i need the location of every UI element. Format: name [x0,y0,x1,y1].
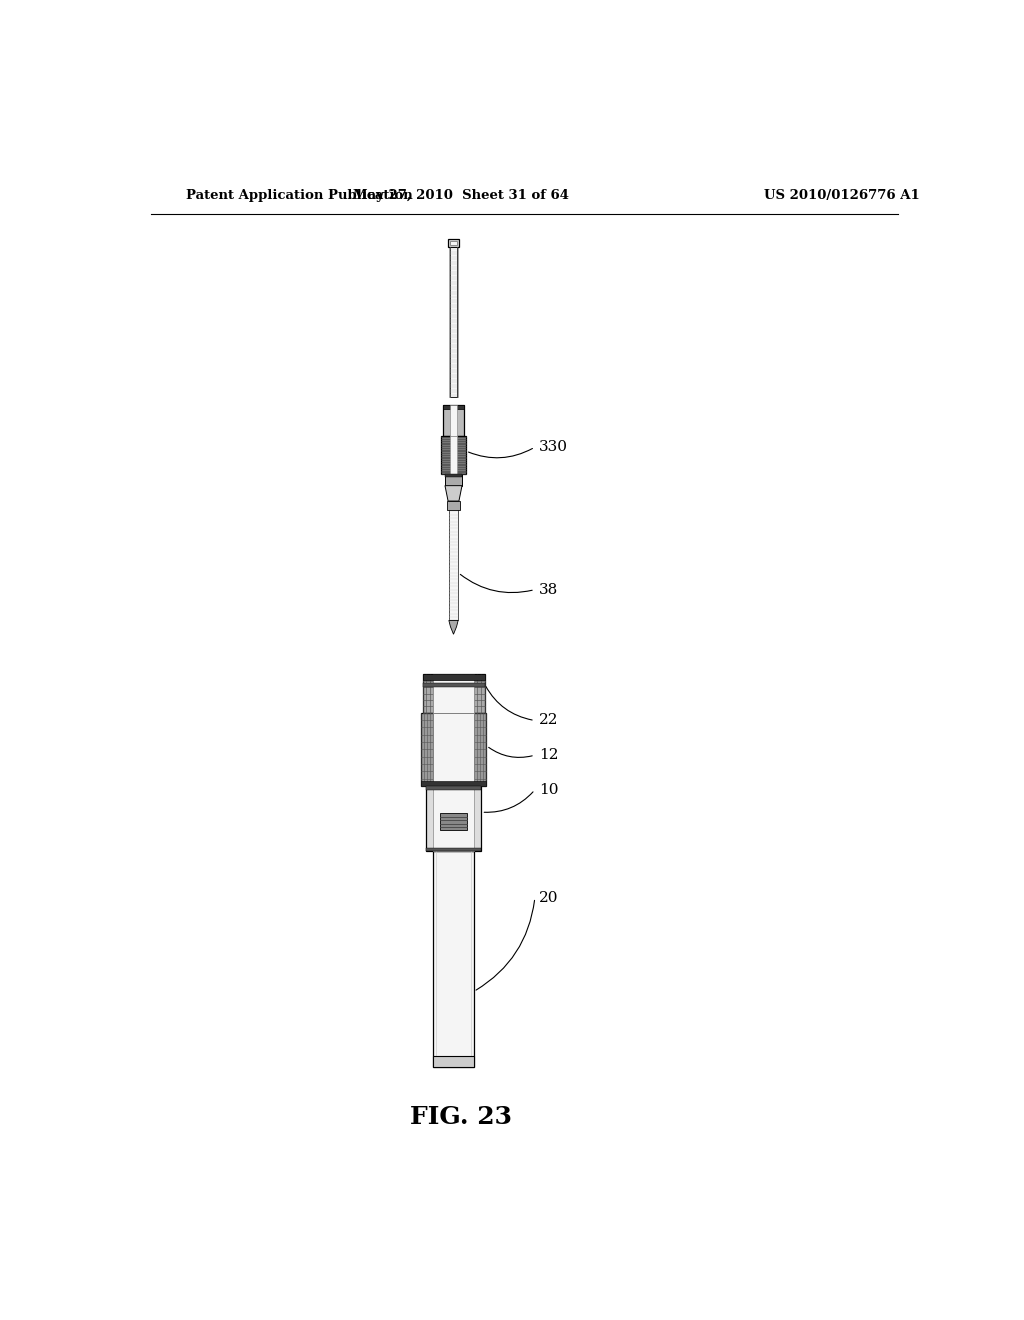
Bar [450,240,458,246]
Bar [450,405,458,436]
Bar [449,239,459,247]
Bar [433,851,474,1067]
Bar [447,502,460,511]
Text: 10: 10 [539,783,558,797]
Bar [441,436,466,474]
Bar [433,713,474,785]
Text: 330: 330 [539,440,567,454]
Bar [450,247,458,397]
Bar [445,474,462,486]
Bar [450,436,458,474]
Text: US 2010/0126776 A1: US 2010/0126776 A1 [764,189,920,202]
Text: 22: 22 [539,714,558,727]
Bar [423,675,484,681]
Text: Patent Application Publication: Patent Application Publication [186,189,413,202]
Bar [423,675,484,713]
Bar [426,785,481,789]
Text: 20: 20 [539,891,558,904]
Bar [421,713,486,785]
Bar [442,405,464,409]
Bar [449,502,458,620]
Text: May 27, 2010  Sheet 31 of 64: May 27, 2010 Sheet 31 of 64 [353,189,569,202]
Polygon shape [449,620,458,635]
Bar [439,813,467,830]
Bar [433,675,474,713]
Bar [433,1056,474,1067]
Text: 38: 38 [539,582,558,597]
Bar [449,247,458,397]
Bar [433,785,474,851]
Text: FIG. 23: FIG. 23 [411,1105,512,1129]
Text: 12: 12 [539,748,558,762]
Bar [423,682,484,686]
Bar [445,474,462,478]
Bar [426,785,481,851]
Polygon shape [445,486,462,502]
Bar [442,405,464,436]
Bar [421,781,486,785]
Bar [426,847,481,851]
